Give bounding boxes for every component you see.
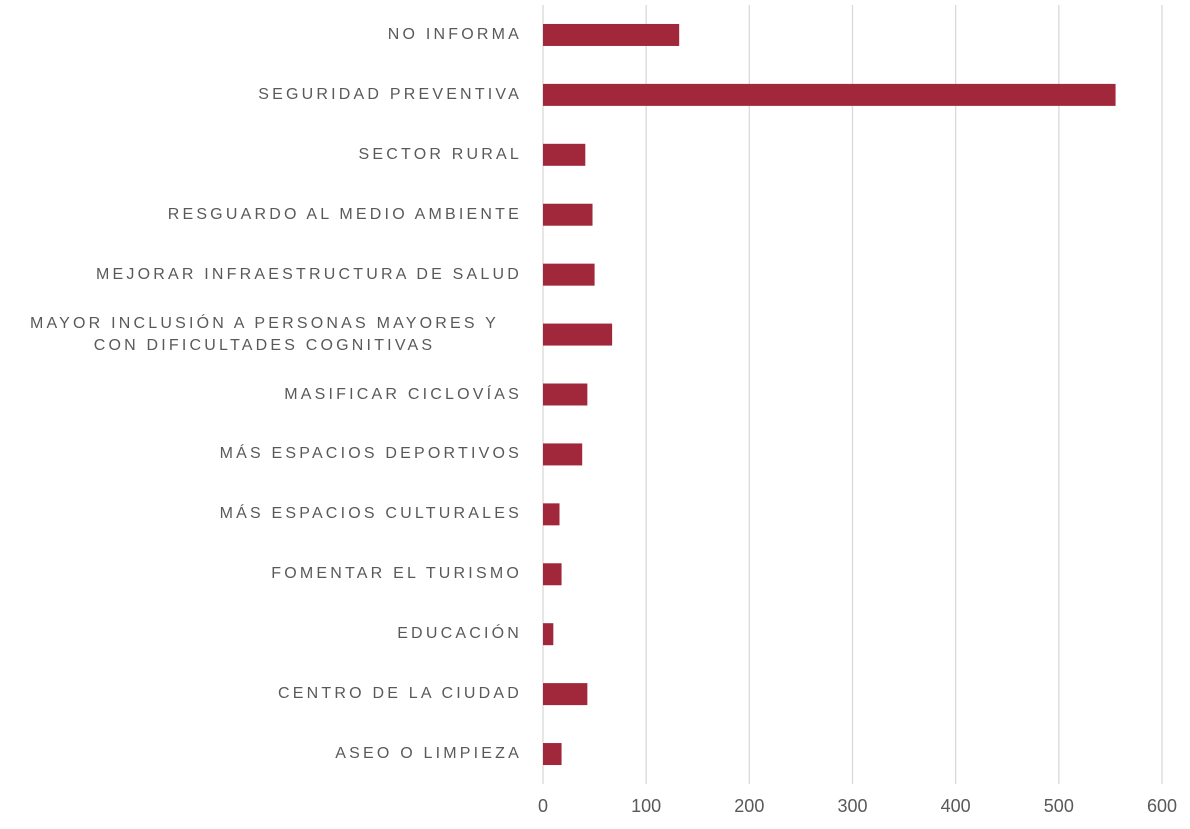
y-label-box: FOMENTAR EL TURISMO xyxy=(0,544,522,604)
y-label-box: RESGUARDO AL MEDIO AMBIENTE xyxy=(0,185,522,245)
y-tick-label: MÁS ESPACIOS CULTURALES xyxy=(219,505,522,523)
bar xyxy=(543,143,586,166)
y-label-box: CENTRO DE LA CIUDAD xyxy=(0,664,522,724)
y-label-box: MÁS ESPACIOS CULTURALES xyxy=(0,484,522,544)
x-tick-label: 300 xyxy=(837,796,867,816)
y-tick-label: MAYOR INCLUSIÓN A PERSONAS MAYORES Y CON… xyxy=(29,314,500,354)
y-label-box: MEJORAR INFRAESTRUCTURA DE SALUD xyxy=(0,245,522,305)
y-tick-label: SECTOR RURAL xyxy=(358,145,522,163)
y-tick-label: FOMENTAR EL TURISMO xyxy=(271,565,522,583)
y-tick-label: SEGURIDAD PREVENTIVA xyxy=(258,85,522,103)
y-label-box: SEGURIDAD PREVENTIVA xyxy=(0,65,522,125)
bar xyxy=(543,743,562,766)
x-tick-label: 500 xyxy=(1044,796,1074,816)
bar xyxy=(543,623,554,646)
y-tick-label: MÁS ESPACIOS DEPORTIVOS xyxy=(219,445,522,463)
x-tick-label: 0 xyxy=(538,796,548,816)
y-tick-label: CENTRO DE LA CIUDAD xyxy=(278,685,522,703)
y-tick-label: MEJORAR INFRAESTRUCTURA DE SALUD xyxy=(96,265,522,283)
bar xyxy=(543,23,680,46)
y-tick-label: MASIFICAR CICLOVÍAS xyxy=(284,385,522,403)
bar xyxy=(543,263,595,286)
y-label-box: MÁS ESPACIOS DEPORTIVOS xyxy=(0,424,522,484)
y-tick-label: RESGUARDO AL MEDIO AMBIENTE xyxy=(167,205,522,223)
y-tick-label: NO INFORMA xyxy=(387,25,522,43)
bar xyxy=(543,563,562,586)
x-tick-label: 400 xyxy=(941,796,971,816)
bar xyxy=(543,323,613,346)
y-label-box: SECTOR RURAL xyxy=(0,125,522,185)
x-tick-label: 600 xyxy=(1147,796,1177,816)
bar xyxy=(543,383,588,406)
bar xyxy=(543,83,1116,106)
y-label-box: EDUCACIÓN xyxy=(0,604,522,664)
y-tick-label: ASEO O LIMPIEZA xyxy=(335,745,522,763)
bar xyxy=(543,203,593,226)
y-label-box: MASIFICAR CICLOVÍAS xyxy=(0,365,522,425)
bar xyxy=(543,503,560,526)
y-label-box: ASEO O LIMPIEZA xyxy=(0,724,522,784)
y-label-box: MAYOR INCLUSIÓN A PERSONAS MAYORES Y CON… xyxy=(0,305,522,365)
bar xyxy=(543,443,583,466)
bar xyxy=(543,683,588,706)
x-tick-label: 200 xyxy=(734,796,764,816)
y-label-box: NO INFORMA xyxy=(0,5,522,65)
x-tick-label: 100 xyxy=(631,796,661,816)
y-tick-label: EDUCACIÓN xyxy=(397,625,522,643)
